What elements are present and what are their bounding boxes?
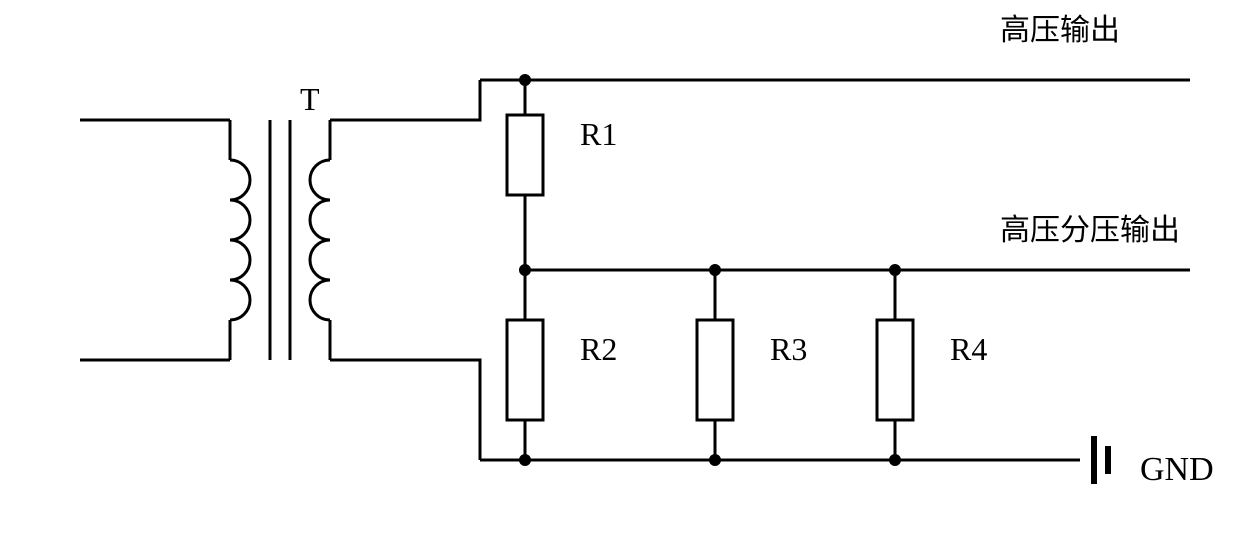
secondary-to-gnd-rail bbox=[330, 360, 480, 460]
r4-body bbox=[877, 320, 913, 420]
label-r4: R4 bbox=[950, 331, 987, 367]
r2-body bbox=[507, 320, 543, 420]
junction-3 bbox=[889, 264, 901, 276]
label-r3: R3 bbox=[770, 331, 807, 367]
label-r1: R1 bbox=[580, 116, 617, 152]
junction-0 bbox=[519, 74, 531, 86]
junction-6 bbox=[889, 454, 901, 466]
label-div_out: 高压分压输出 bbox=[1000, 214, 1180, 247]
xfmr-primary-coil bbox=[230, 160, 250, 320]
label-transformer: T bbox=[300, 81, 320, 117]
junction-5 bbox=[709, 454, 721, 466]
label-gnd: GND bbox=[1140, 451, 1214, 488]
r1-body bbox=[507, 115, 543, 195]
label-hv_out: 高压输出 bbox=[1000, 14, 1120, 47]
junction-2 bbox=[709, 264, 721, 276]
junction-1 bbox=[519, 264, 531, 276]
junction-4 bbox=[519, 454, 531, 466]
secondary-to-hv-rail bbox=[330, 80, 480, 120]
xfmr-secondary-coil bbox=[310, 160, 330, 320]
r3-body bbox=[697, 320, 733, 420]
label-r2: R2 bbox=[580, 331, 617, 367]
